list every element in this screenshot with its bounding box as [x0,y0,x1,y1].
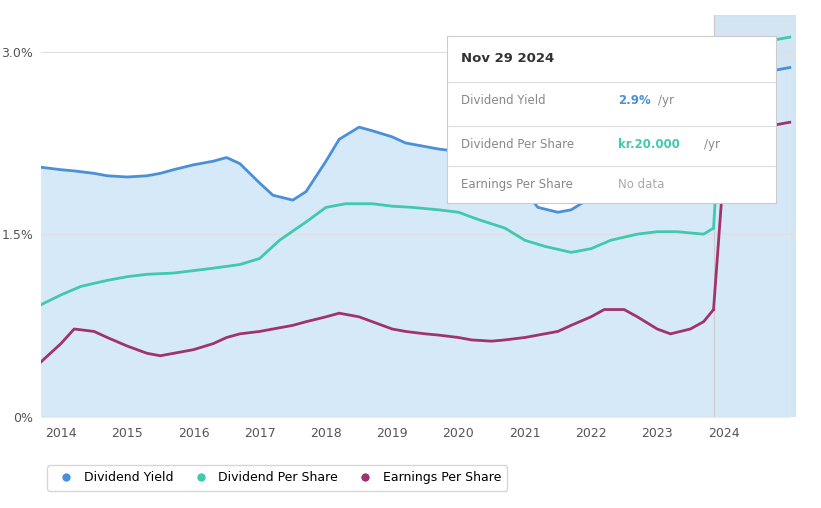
Text: Dividend Yield: Dividend Yield [461,94,545,107]
Text: No data: No data [618,178,664,191]
Text: /yr: /yr [704,138,719,151]
Text: kr.20.000: kr.20.000 [618,138,680,151]
Legend: Dividend Yield, Dividend Per Share, Earnings Per Share: Dividend Yield, Dividend Per Share, Earn… [48,465,507,491]
Text: Dividend Per Share: Dividend Per Share [461,138,574,151]
Text: Past: Past [746,64,771,77]
Bar [713,15,796,417]
Text: Earnings Per Share: Earnings Per Share [461,178,572,191]
Text: 2.9%: 2.9% [618,94,651,107]
Text: Nov 29 2024: Nov 29 2024 [461,52,554,66]
Text: /yr: /yr [658,94,673,107]
